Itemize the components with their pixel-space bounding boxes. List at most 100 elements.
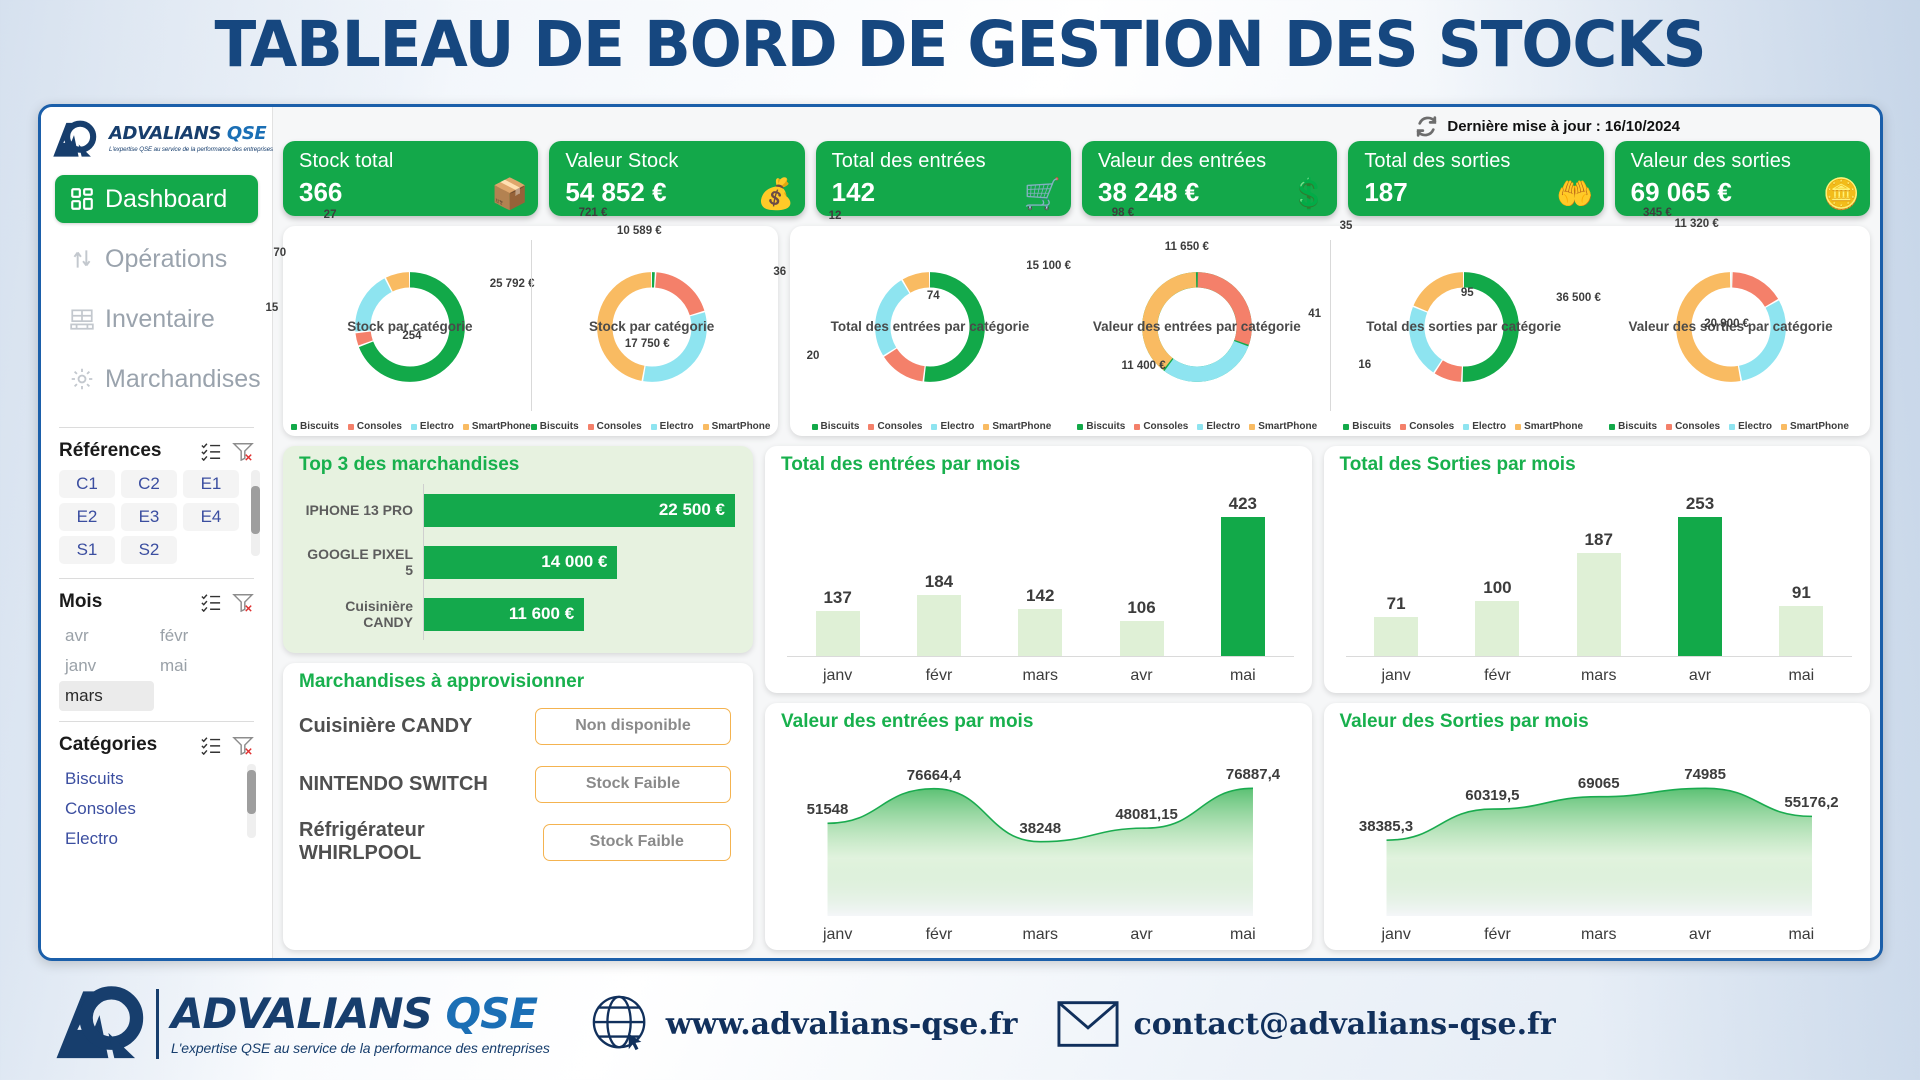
donut-ring [351, 268, 469, 386]
kpi-card-total-entrees[interactable]: Total des entrées 142 🛒 [815, 141, 1071, 216]
status-badge[interactable]: Non disponible [535, 707, 731, 745]
top3-bar: 22 500 € [424, 493, 735, 527]
grid-icon [69, 186, 95, 212]
mois-item[interactable]: janv [65, 656, 97, 675]
reference-chip[interactable]: E4 [183, 503, 239, 531]
area-data-label: 76664,4 [906, 766, 961, 784]
bar-value-label: 106 [1127, 598, 1156, 618]
legend-swatch [811, 423, 818, 430]
panel-title: Valeur des Sorties par mois [1339, 711, 1589, 732]
kpi-card-valeur-stock[interactable]: Valeur Stock 54 852 € 💰 [549, 141, 805, 216]
shopping-cart-icon: 🛒 [1023, 178, 1061, 211]
references-scrollbar[interactable] [251, 470, 260, 556]
multi-select-icon[interactable] [200, 735, 222, 755]
email-link[interactable]: contact@advalians-qse.fr [1133, 1006, 1556, 1042]
donut-data-label: 41 [1308, 307, 1322, 320]
mois-item[interactable]: avr [65, 626, 89, 645]
kpi-row: Stock total 366 📦 Valeur Stock 54 852 € … [283, 141, 1870, 216]
area-data-label: 38385,3 [1358, 818, 1414, 836]
bar[interactable] [1220, 516, 1265, 656]
reference-chip[interactable]: C2 [121, 470, 177, 498]
reference-chip[interactable]: E1 [183, 470, 239, 498]
legend-swatch [347, 423, 354, 430]
donut-panel-stock: Stock par catégorie 254 15 70 27 Stock par … [266, 207, 779, 436]
mois-item[interactable]: mai [160, 656, 188, 675]
sidebar-item-inventaire[interactable]: Inventaire [55, 295, 258, 343]
boxes-icon: 📦 [490, 178, 529, 211]
website-link[interactable]: www.advalians-qse.fr [665, 1006, 1018, 1042]
x-axis-label: mai [1229, 926, 1256, 943]
footer-email[interactable]: contact@advalians-qse.fr [1057, 993, 1556, 1055]
donut-center-label: Valeur des sorties par catégorie [1628, 318, 1833, 334]
legend-swatch [1515, 423, 1522, 430]
scrollbar-thumb[interactable] [251, 486, 260, 534]
top3-row: Cuisinière CANDY 11 600 € [297, 588, 735, 640]
bar[interactable] [916, 595, 961, 656]
clear-filter-icon[interactable] [232, 441, 254, 461]
reference-chip[interactable]: E2 [59, 503, 115, 531]
envelope-icon [1057, 993, 1119, 1055]
bar[interactable] [1678, 516, 1723, 656]
bar[interactable] [1576, 552, 1621, 656]
reference-chip[interactable]: S1 [59, 536, 115, 564]
clear-filter-icon[interactable] [232, 735, 254, 755]
bar[interactable] [1018, 609, 1063, 656]
legend-label: Electro [1738, 421, 1772, 432]
legend-swatch [587, 423, 594, 430]
status-badge[interactable]: Stock Faible [535, 765, 731, 803]
category-item[interactable]: Electro [65, 829, 118, 848]
bar[interactable] [1779, 605, 1824, 656]
sidebar-item-operations[interactable]: Opérations [55, 235, 258, 283]
kpi-card-valeur-sorties[interactable]: Valeur des sorties 69 065 € 🪙 [1614, 141, 1870, 216]
reference-chip[interactable]: C1 [59, 470, 115, 498]
bar-column: 71 [1351, 486, 1442, 656]
multi-select-icon[interactable] [200, 592, 222, 612]
legend-label: SmartPhone [1258, 421, 1318, 432]
bar[interactable] [1475, 600, 1520, 656]
brand-name: ADVALIANS QSE [171, 988, 538, 1038]
kpi-card-valeur-entrees[interactable]: Valeur des entrées 38 248 € 💲 [1081, 141, 1338, 216]
mois-item[interactable]: févr [160, 626, 189, 645]
donut-data-label: 36 500 € [1556, 291, 1601, 304]
sidebar-item-marchandises[interactable]: Marchandises [55, 355, 261, 403]
area-data-label: 38248 [1019, 819, 1062, 837]
category-item[interactable]: Biscuits [65, 769, 124, 788]
refresh-icon[interactable] [1414, 114, 1439, 139]
reference-chip[interactable]: E3 [121, 503, 177, 531]
bar[interactable] [1374, 616, 1419, 656]
donut-charts-row: Stock par catégorie 254 15 70 27 Stock par … [266, 207, 1870, 436]
bar-column: 423 [1197, 486, 1288, 656]
kpi-card-total-sorties[interactable]: Total des sorties 187 🤲 [1348, 141, 1604, 216]
legend-label: Electro [1206, 421, 1241, 432]
donut-center-label: Total des entrées par catégorie [830, 318, 1030, 334]
bar[interactable] [815, 610, 860, 656]
clear-filter-icon[interactable] [232, 592, 254, 612]
brand-tagline: L'expertise QSE au service de la perform… [109, 146, 274, 153]
bar-column: 137 [792, 486, 883, 656]
categories-scrollbar[interactable] [247, 764, 256, 838]
x-axis-label: avr [1688, 667, 1712, 684]
item-name: Cuisinière CANDY [299, 714, 473, 737]
status-badge[interactable]: Stock Faible [542, 823, 731, 861]
legend-label: SmartPhone [1524, 421, 1584, 432]
scrollbar-thumb[interactable] [247, 770, 256, 814]
kpi-card-stock-total[interactable]: Stock total 366 📦 [283, 141, 539, 216]
area-data-label: 55176,2 [1784, 794, 1839, 812]
list-item: Cuisinière CANDY Non disponible [299, 697, 731, 755]
multi-select-icon[interactable] [200, 441, 222, 461]
top3-bar: 14 000 € [424, 545, 618, 579]
legend-entry: Biscuits [811, 421, 859, 432]
sidebar-item-dashboard[interactable]: Dashboard [55, 175, 258, 223]
category-item[interactable]: Consoles [65, 799, 136, 818]
legend-entry: Consoles [1400, 421, 1454, 432]
reference-chip[interactable]: S2 [121, 536, 177, 564]
legend-label: Biscuits [1352, 421, 1392, 432]
filter-title: Mois [59, 591, 103, 612]
bar[interactable] [1119, 621, 1164, 656]
money-hand-icon: 💲 [1289, 178, 1328, 211]
footer-website[interactable]: www.advalians-qse.fr [590, 993, 1018, 1055]
mois-item-selected[interactable]: mars [59, 681, 154, 711]
kpi-title: Stock total [299, 150, 394, 172]
donut-legend: Biscuits Consoles Electro SmartPhone [1343, 421, 1583, 432]
legend-entry: SmartPhone [1780, 421, 1849, 432]
